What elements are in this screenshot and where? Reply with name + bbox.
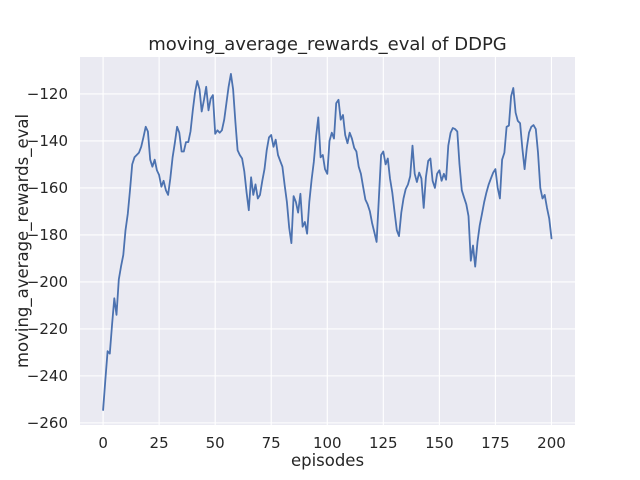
y-tick-label: −240 (27, 367, 68, 385)
x-tick-label: 150 (425, 434, 454, 452)
reward-line (102, 73, 553, 411)
x-axis-label: episodes (291, 451, 364, 470)
x-tick-label: 100 (313, 434, 342, 452)
x-tick-label: 25 (150, 434, 169, 452)
x-tick-label: 200 (537, 434, 566, 452)
y-tick-label: −200 (27, 273, 68, 291)
y-axis-label: moving_average_rewards_eval (13, 114, 33, 368)
y-tick-label: −260 (27, 414, 68, 432)
y-tick-label: −140 (27, 132, 68, 150)
y-tick-label: −180 (27, 226, 68, 244)
x-tick-label: 50 (206, 434, 225, 452)
y-tick-label: −160 (27, 179, 68, 197)
chart-title: moving_average_rewards_eval of DDPG (148, 34, 507, 55)
y-tick-label: −120 (27, 85, 68, 103)
y-tick-label: −220 (27, 320, 68, 338)
x-tick-label: 0 (98, 434, 108, 452)
x-tick-label: 175 (481, 434, 510, 452)
x-tick-label: 125 (369, 434, 398, 452)
x-tick-label: 75 (262, 434, 281, 452)
